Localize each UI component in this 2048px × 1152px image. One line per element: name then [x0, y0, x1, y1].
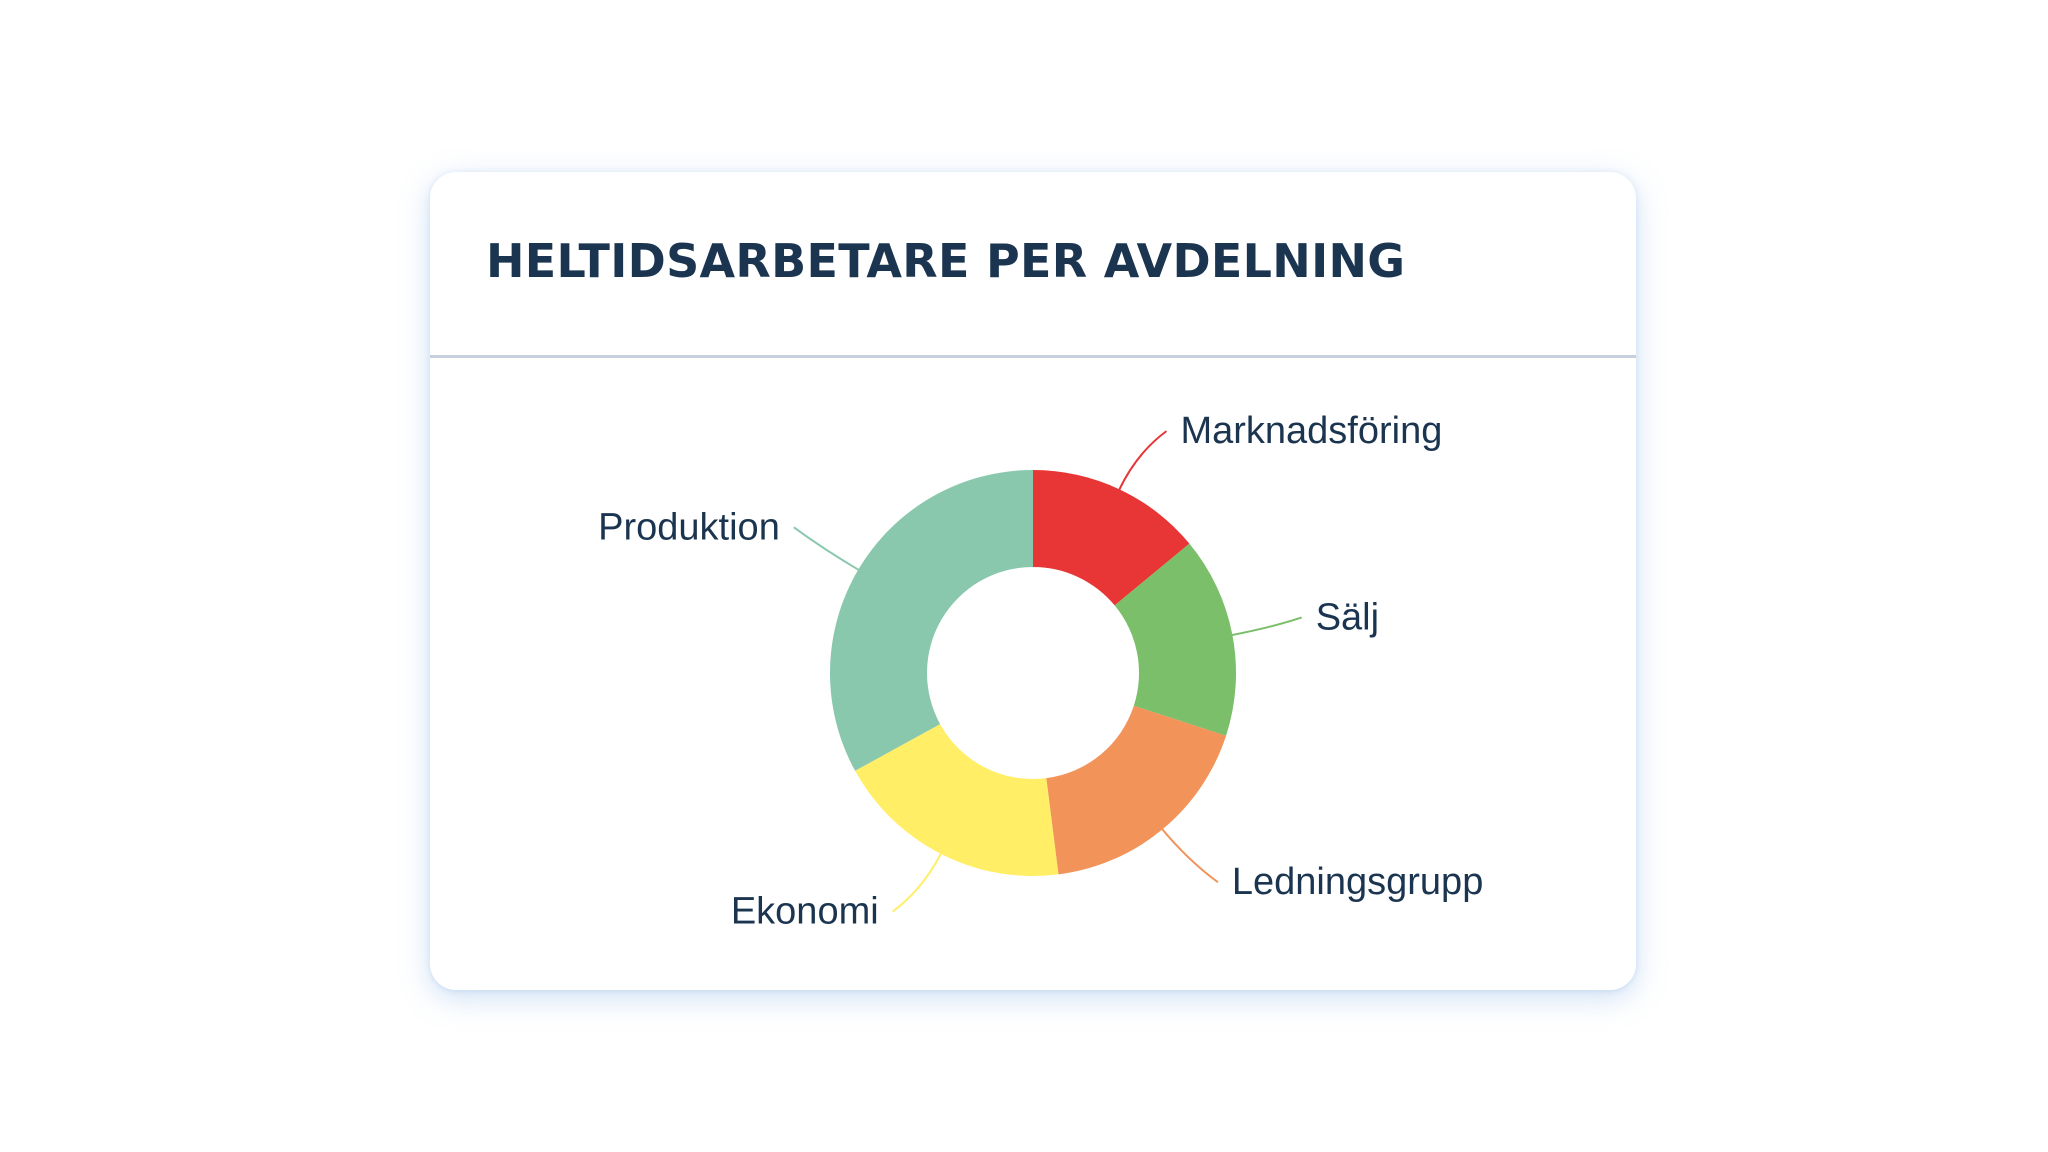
chart-card: HELTIDSARBETARE PER AVDELNING — [430, 172, 1636, 990]
chart-title: HELTIDSARBETARE PER AVDELNING — [486, 234, 1406, 288]
card-header: HELTIDSARBETARE PER AVDELNING — [430, 172, 1636, 358]
